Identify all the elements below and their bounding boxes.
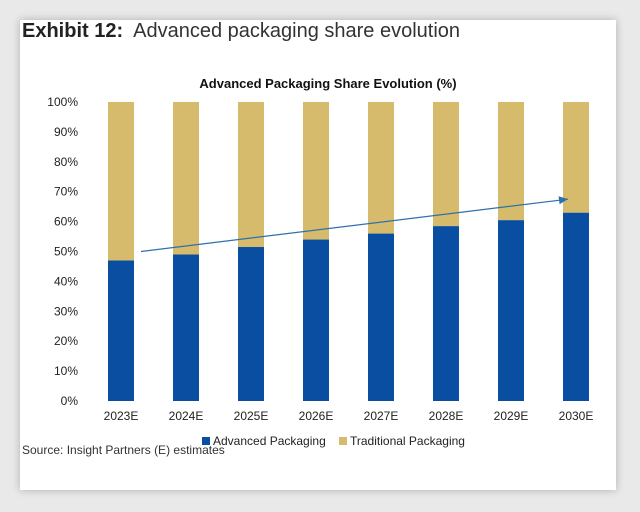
x-tick-label: 2025E	[234, 409, 269, 423]
x-tick-label: 2023E	[104, 409, 139, 423]
exhibit-heading: Exhibit 12: Advanced packaging share evol…	[22, 20, 460, 43]
x-tick-label: 2029E	[494, 409, 529, 423]
bar-traditional-packaging	[498, 102, 524, 221]
trend-arrow	[140, 196, 569, 253]
x-tick-label: 2024E	[169, 409, 204, 423]
bar-traditional-packaging	[303, 102, 329, 240]
y-tick-label: 90%	[54, 125, 78, 139]
bar-advanced-packaging	[108, 260, 134, 401]
y-tick-label: 70%	[54, 185, 78, 199]
y-tick-label: 0%	[61, 394, 79, 408]
legend: Advanced Packaging Traditional Packaging	[202, 434, 465, 448]
bar-advanced-packaging	[238, 247, 264, 401]
bar-advanced-packaging	[368, 233, 394, 401]
x-tick-label: 2030E	[559, 409, 594, 423]
bar-advanced-packaging	[173, 254, 199, 401]
y-tick-label: 60%	[54, 215, 78, 229]
trend-arrow-line	[140, 198, 569, 253]
bar-traditional-packaging	[433, 102, 459, 227]
y-tick-label: 50%	[54, 245, 78, 259]
legend-advanced-packaging-swatch	[202, 437, 210, 445]
exhibit-number: Exhibit 12:	[22, 20, 124, 42]
bar-traditional-packaging	[368, 102, 394, 234]
bar-advanced-packaging	[303, 239, 329, 401]
y-tick-label: 40%	[54, 274, 78, 288]
x-tick-label: 2028E	[429, 409, 464, 423]
x-axis: 2023E 2024E 2025E 2026E 2027E 2028E 2029E 2030E	[104, 409, 594, 423]
legend-traditional-packaging-label: Traditional Packaging	[350, 434, 465, 448]
x-tick-label: 2026E	[299, 409, 334, 423]
bar-traditional-packaging	[563, 102, 589, 213]
y-tick-label: 100%	[47, 95, 78, 109]
legend-traditional-packaging-swatch	[339, 437, 347, 445]
bar-traditional-packaging	[238, 102, 264, 248]
exhibit-title: Advanced packaging share evolution	[133, 20, 461, 42]
bar-advanced-packaging	[563, 212, 589, 401]
bar-traditional-packaging	[173, 102, 199, 255]
legend-advanced-packaging-label: Advanced Packaging	[213, 434, 326, 448]
y-tick-label: 80%	[54, 155, 78, 169]
x-tick-label: 2027E	[364, 409, 399, 423]
y-tick-label: 10%	[54, 364, 78, 378]
bar-advanced-packaging	[498, 220, 524, 401]
y-axis: 0% 10% 20% 30% 40% 50% 60% 70% 80% 90% 100%	[47, 95, 78, 408]
source-note: Source: Insight Partners (E) estimates	[22, 443, 225, 457]
chart-title: Advanced Packaging Share Evolution (%)	[199, 76, 456, 91]
bar-traditional-packaging	[108, 102, 134, 261]
y-tick-label: 30%	[54, 304, 78, 318]
y-tick-label: 20%	[54, 334, 78, 348]
trend-arrow-head	[558, 196, 568, 205]
bars-group	[108, 102, 589, 401]
bar-advanced-packaging	[433, 226, 459, 401]
